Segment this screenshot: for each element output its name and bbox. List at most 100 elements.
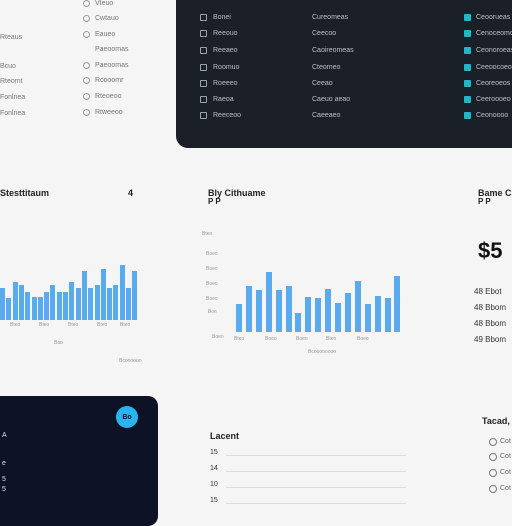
legend-divider <box>226 503 406 504</box>
chart-bar <box>6 298 12 320</box>
radio-icon[interactable] <box>83 31 90 38</box>
card-line: 5 <box>2 486 6 493</box>
status-indicator <box>464 30 471 37</box>
list-label: Rcooomr <box>95 77 124 84</box>
legend-divider <box>226 455 406 456</box>
radio-icon[interactable] <box>489 485 497 493</box>
row-checkbox[interactable] <box>200 80 207 87</box>
table-cell: Reeaeo <box>213 47 238 54</box>
axis-tick-label: Bteo <box>202 231 213 237</box>
chart-bar <box>88 288 94 320</box>
x-axis-label: Bao <box>54 340 63 346</box>
row-checkbox[interactable] <box>200 64 207 71</box>
status-indicator <box>464 14 471 21</box>
axis-tick-label: Bteo <box>39 322 50 328</box>
chart-bar <box>31 297 37 320</box>
table-cell: Roomuo <box>213 64 240 71</box>
chart-bar <box>126 288 131 320</box>
table-cell: Ceecoo <box>312 30 337 37</box>
list-label: Cwtauo <box>95 15 119 22</box>
card-line: e <box>2 460 6 467</box>
list-label: Rteoeoo <box>95 93 122 100</box>
table-cell: Raeoa <box>213 96 234 103</box>
radio-icon[interactable] <box>489 438 497 446</box>
axis-tick-label: Bteo <box>234 336 245 342</box>
chart-bar <box>354 281 361 332</box>
chat-bubble-icon[interactable]: Bo <box>116 406 138 428</box>
widget-subtitle: P P <box>208 197 221 206</box>
chart-bar <box>0 288 5 320</box>
footer-label: Bcoooooo <box>119 358 142 364</box>
axis-tick-label: Boeo <box>357 336 369 342</box>
stat-row: 48 Bbom <box>474 303 507 312</box>
row-checkbox[interactable] <box>200 96 207 103</box>
table-cell: Ceeoocoeo <box>476 64 512 71</box>
chart-bar <box>344 293 351 332</box>
chart-bar <box>295 313 302 332</box>
chart-bar <box>94 285 100 320</box>
chart-bar <box>236 304 242 332</box>
radio-icon[interactable] <box>489 469 497 477</box>
radio-icon[interactable] <box>83 109 90 116</box>
axis-tick-label: Bteo <box>326 336 337 342</box>
chart-bar <box>245 286 252 332</box>
chart-bar <box>315 298 322 332</box>
radio-icon[interactable] <box>83 15 90 22</box>
axis-tick-label: Bteo <box>97 322 108 328</box>
stat-big-number: $5 <box>478 238 503 263</box>
axis-tick-label: Boe <box>208 309 217 315</box>
axis-tick-label: Boeo <box>206 296 218 302</box>
axis-tick-label: Boeo <box>296 336 308 342</box>
chart-bar <box>12 282 18 320</box>
row-checkbox[interactable] <box>200 112 207 119</box>
chart-bar <box>325 289 332 332</box>
row-checkbox[interactable] <box>200 47 207 54</box>
table-cell: Cenoceomo <box>476 30 512 37</box>
row-checkbox[interactable] <box>200 30 207 37</box>
radio-icon[interactable] <box>83 77 90 84</box>
chart-bar <box>132 271 138 320</box>
table-cell: Ceoreoeos <box>476 80 511 87</box>
status-indicator <box>464 47 471 54</box>
list-label: Rteomt <box>0 78 23 85</box>
axis-tick-label: Bteo <box>68 322 79 328</box>
list-label: Rteaus <box>0 34 23 41</box>
chart-bar <box>18 285 24 320</box>
status-indicator <box>464 96 471 103</box>
chart-bar <box>275 290 282 332</box>
chart-bar <box>119 265 125 320</box>
legend-row: 15 <box>210 497 218 504</box>
chart-bar <box>81 271 87 320</box>
radio-icon[interactable] <box>83 62 90 69</box>
table-cell: Caoireomeas <box>312 47 354 54</box>
stat-row: 49 Bbom <box>474 335 507 344</box>
row-checkbox[interactable] <box>200 14 207 21</box>
axis-tick-label: Boeo <box>206 251 218 257</box>
table-cell: Roeeeo <box>213 80 238 87</box>
chart-bar <box>113 285 119 320</box>
axis-tick-label: Bteo <box>120 322 131 328</box>
list-label: Vteuo <box>95 0 114 7</box>
table-cell: Cteomeo <box>312 64 341 71</box>
radio-icon[interactable] <box>83 0 90 7</box>
chart-bar <box>50 285 56 320</box>
chart-bar <box>255 290 262 332</box>
chart-bar <box>107 288 113 320</box>
chart-bar <box>335 303 341 332</box>
axis-tick-label: Boeo <box>206 266 218 272</box>
legend-title: Lacent <box>210 431 240 441</box>
widget-title: Bly Cithuame <box>208 188 266 198</box>
list-item: Cot <box>500 485 511 492</box>
chart-bar <box>374 296 381 332</box>
axis-tick-label: Boeo <box>265 336 277 342</box>
radio-icon[interactable] <box>489 453 497 461</box>
radio-icon[interactable] <box>83 93 90 100</box>
legend-row: 14 <box>210 465 218 472</box>
table-cell: Reeceoo <box>213 112 242 119</box>
x-axis-label: Bcoooooooo <box>308 349 337 355</box>
status-indicator <box>464 80 471 87</box>
chart-bar <box>285 286 292 332</box>
axis-tick-label: Boeo <box>212 334 224 340</box>
widget-subtitle: P P <box>478 197 491 206</box>
list-label: Paeoomas <box>95 46 129 53</box>
